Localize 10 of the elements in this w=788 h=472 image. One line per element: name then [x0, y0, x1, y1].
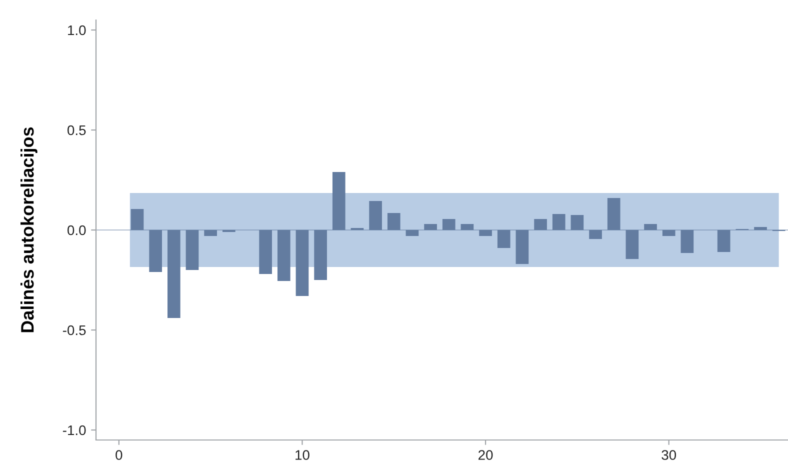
x-tick-label: 30	[662, 450, 676, 460]
x-tick-label: 0	[116, 450, 122, 460]
y-tick-label: 0.0	[68, 225, 86, 236]
y-axis-title: Dalinės autokoreliacijos	[20, 127, 38, 332]
x-tick-label: 20	[478, 450, 493, 460]
y-tick-label: 1.0	[68, 25, 86, 36]
y-tick-label: -1.0	[62, 425, 86, 436]
x-tick-label: 10	[296, 450, 310, 460]
y-tick-label: -0.5	[62, 325, 86, 336]
y-tick-label: 0.5	[68, 125, 86, 136]
